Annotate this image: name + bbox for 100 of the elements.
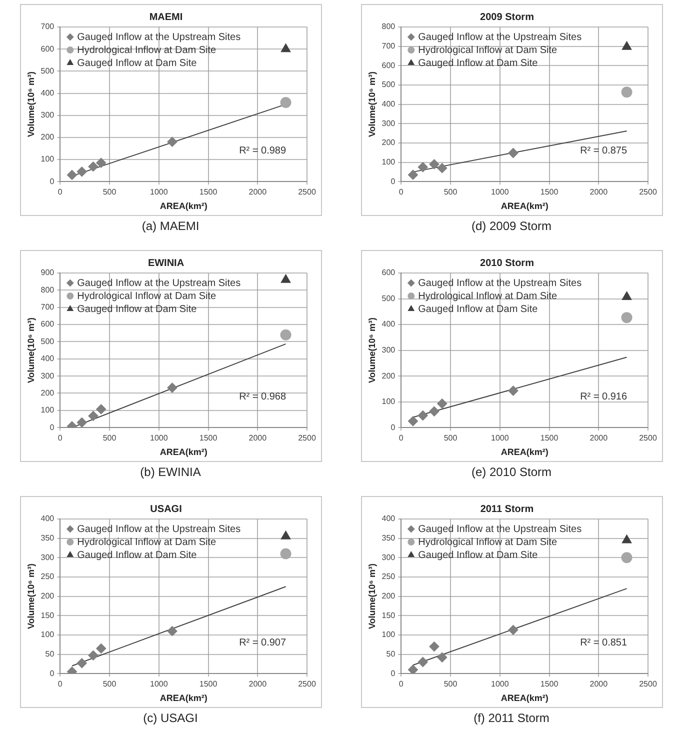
point bbox=[76, 166, 86, 177]
chart-title: 2009 Storm bbox=[480, 12, 534, 23]
x-tick-label: 500 bbox=[443, 680, 458, 689]
x-tick-label: 2000 bbox=[589, 188, 608, 197]
legend-label: Hydrological Inflow at Dam Site bbox=[418, 290, 558, 302]
y-tick-label: 300 bbox=[40, 110, 54, 120]
point bbox=[88, 162, 98, 172]
y-tick-label: 400 bbox=[381, 320, 396, 329]
x-tick-label: 0 bbox=[398, 188, 404, 197]
point bbox=[417, 410, 428, 420]
x-tick-label: 0 bbox=[398, 680, 404, 689]
y-tick-label: 0 bbox=[49, 668, 54, 678]
y-axis-title: Volume(10⁶ m³) bbox=[25, 72, 36, 138]
point bbox=[280, 548, 291, 560]
y-tick-label: 600 bbox=[40, 44, 54, 54]
y-tick-label: 600 bbox=[40, 320, 54, 329]
text: (a) MAEMI bbox=[142, 219, 200, 233]
x-tick-label: 1500 bbox=[540, 188, 558, 197]
y-tick-label: 300 bbox=[40, 371, 54, 380]
y-tick-label: 350 bbox=[381, 534, 396, 543]
y-tick-label: 200 bbox=[40, 388, 54, 398]
x-tick-label: 1000 bbox=[149, 188, 168, 197]
y-tick-label: 0 bbox=[49, 176, 54, 186]
y-tick-label: 150 bbox=[381, 610, 396, 620]
x-tick-label: 2000 bbox=[248, 434, 267, 443]
y-tick-label: 500 bbox=[40, 66, 54, 76]
legend-label: Gauged Inflow at Dam Site bbox=[418, 58, 538, 69]
y-tick-label: 400 bbox=[381, 100, 396, 109]
x-axis-title: AREA(km²) bbox=[500, 447, 548, 458]
x-tick-label: 500 bbox=[102, 188, 116, 197]
x-tick-label: 2500 bbox=[638, 188, 657, 197]
x-tick-label: 2500 bbox=[298, 680, 316, 689]
x-tick-label: 2500 bbox=[298, 188, 316, 197]
x-tick-label: 1500 bbox=[198, 188, 218, 197]
legend-label: Hydrological Inflow at Dam Site bbox=[76, 290, 216, 302]
y-tick-label: 400 bbox=[40, 88, 54, 98]
text: (b) EWINIA bbox=[140, 465, 201, 479]
y-tick-label: 50 bbox=[44, 649, 54, 658]
x-tick-label: 0 bbox=[398, 434, 404, 443]
legend-label: Gauged Inflow at the Upstream Sites bbox=[418, 524, 582, 535]
point bbox=[436, 652, 447, 662]
y-tick-label: 900 bbox=[40, 268, 54, 278]
y-tick-label: 300 bbox=[381, 118, 396, 128]
point bbox=[428, 642, 439, 652]
legend-label: Gauged Inflow at the Upstream Sites bbox=[76, 524, 240, 535]
point bbox=[280, 329, 291, 340]
y-tick-label: 100 bbox=[40, 630, 54, 640]
x-tick-label: 1000 bbox=[149, 434, 168, 443]
point bbox=[407, 416, 418, 426]
legend-label: Gauged Inflow at Dam Site bbox=[418, 550, 538, 561]
y-tick-label: 150 bbox=[40, 610, 54, 620]
y-tick-label: 0 bbox=[390, 422, 396, 432]
legend-label: Gauged Inflow at the Upstream Sites bbox=[418, 278, 582, 289]
point bbox=[280, 274, 290, 283]
y-tick-label: 300 bbox=[40, 552, 54, 562]
x-tick-label: 2500 bbox=[298, 434, 316, 443]
x-tick-label: 1000 bbox=[490, 188, 509, 197]
x-tick-label: 0 bbox=[57, 434, 62, 443]
point bbox=[621, 41, 632, 50]
legend-label: Hydrological Inflow at Dam Site bbox=[76, 536, 216, 548]
text: (f) 2011 Storm bbox=[474, 711, 550, 725]
y-tick-label: 250 bbox=[40, 572, 54, 582]
y-tick-label: 100 bbox=[40, 154, 54, 164]
y-tick-label: 0 bbox=[390, 176, 396, 186]
x-tick-label: 1000 bbox=[490, 680, 509, 689]
y-tick-label: 800 bbox=[381, 22, 396, 32]
legend-label: Gauged Inflow at Dam Site bbox=[418, 304, 538, 315]
y-tick-label: 800 bbox=[40, 285, 54, 294]
point bbox=[428, 159, 439, 170]
point bbox=[166, 136, 177, 147]
point bbox=[620, 86, 632, 98]
x-tick-label: 500 bbox=[443, 188, 458, 197]
chart-title: USAGI bbox=[150, 504, 182, 515]
y-tick-label: 400 bbox=[40, 354, 54, 364]
point bbox=[88, 650, 98, 660]
y-tick-label: 600 bbox=[381, 268, 396, 278]
text: (e) 2010 Storm bbox=[471, 465, 552, 479]
annotation: R² = 0.968 bbox=[238, 391, 286, 402]
point bbox=[407, 664, 418, 674]
annotation: R² = 0.989 bbox=[238, 145, 286, 156]
y-axis-title: Volume(10⁶ m³) bbox=[25, 564, 36, 630]
text: (c) USAGI bbox=[143, 711, 198, 725]
text: (d) 2009 Storm bbox=[471, 219, 552, 233]
y-tick-label: 500 bbox=[40, 336, 54, 346]
point bbox=[96, 404, 106, 414]
point bbox=[417, 162, 428, 172]
point bbox=[621, 534, 632, 544]
y-axis-title: Volume(10⁶ m³) bbox=[366, 318, 376, 384]
point bbox=[280, 530, 290, 540]
y-tick-label: 300 bbox=[381, 346, 396, 355]
legend-label: Hydrological Inflow at Dam Site bbox=[418, 536, 558, 548]
point bbox=[96, 158, 106, 168]
point bbox=[508, 386, 518, 396]
annotation: R² = 0.907 bbox=[238, 637, 286, 648]
legend-label: Gauged Inflow at Dam Site bbox=[76, 304, 197, 315]
x-tick-label: 500 bbox=[102, 434, 116, 443]
y-tick-label: 300 bbox=[381, 552, 396, 562]
point bbox=[407, 170, 418, 180]
x-tick-label: 2000 bbox=[589, 680, 608, 689]
chart-title: EWINIA bbox=[147, 258, 184, 269]
